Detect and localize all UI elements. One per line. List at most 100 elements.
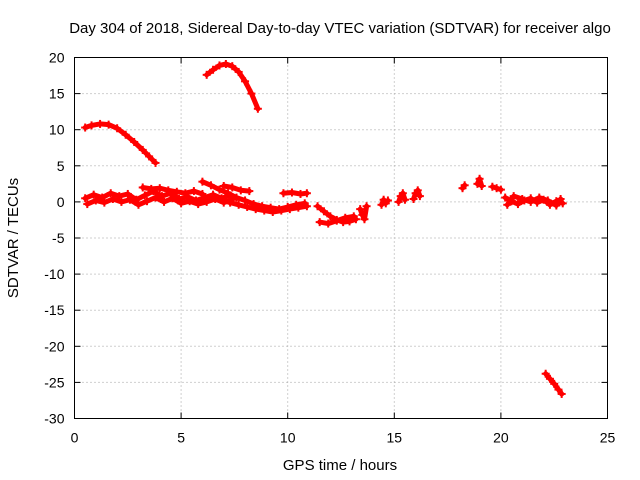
data-point [121, 130, 130, 139]
data-point [294, 203, 303, 212]
data-point [151, 193, 160, 202]
x-axis-label: GPS time / hours [283, 457, 397, 474]
data-point [123, 189, 132, 198]
data-point [285, 205, 294, 214]
data-point [326, 212, 335, 221]
data-point [91, 196, 100, 205]
data-point [106, 189, 115, 198]
y-tick-label: -15 [44, 302, 64, 318]
data-point [226, 198, 235, 207]
data-point [358, 210, 367, 219]
y-tick-label: -25 [44, 374, 64, 390]
data-point [398, 189, 407, 198]
series-trace [379, 197, 391, 208]
data-point [177, 199, 186, 208]
data-point [198, 189, 207, 198]
series-cluster-18.2 [458, 181, 469, 193]
data-point [400, 195, 409, 204]
data-point [251, 205, 260, 214]
data-point [104, 120, 113, 129]
series-band-main-b [83, 193, 237, 209]
y-tick-label: 20 [49, 50, 65, 66]
axes: 0 5 10 15 20 25 -30 -25 -20 -15 -10 -5 0 5 10 15 20 [44, 50, 615, 446]
data-point [552, 201, 561, 210]
y-tick-label: -10 [44, 266, 64, 282]
series-cluster-16 [409, 186, 424, 204]
data-point [100, 198, 109, 207]
y-tick-label: -30 [44, 411, 64, 427]
data-point [496, 185, 505, 194]
data-point [147, 184, 156, 193]
data-point [556, 195, 565, 204]
grid [74, 57, 608, 419]
data-point [160, 197, 169, 206]
data-point [557, 389, 566, 398]
data-point [302, 189, 311, 198]
data-point [224, 189, 233, 198]
data-point [277, 206, 286, 215]
data-point [360, 215, 369, 224]
data-point [535, 193, 544, 202]
data-point [503, 200, 512, 209]
series-band-mid-c [219, 182, 254, 196]
data-point [319, 207, 328, 216]
data-point [313, 202, 322, 211]
data-points [81, 59, 567, 398]
y-tick-label: 0 [57, 194, 65, 210]
data-point [206, 181, 215, 190]
data-point [241, 196, 250, 205]
data-point [185, 197, 194, 206]
data-point [142, 197, 151, 206]
x-tick-label: 5 [177, 430, 185, 446]
series-arc-high-1 [81, 119, 160, 167]
data-point [117, 197, 126, 206]
data-point [215, 185, 224, 194]
data-point [518, 195, 527, 204]
series-band-mid-a [198, 177, 309, 214]
data-point [332, 216, 341, 225]
data-point [554, 385, 563, 394]
data-point [138, 145, 147, 154]
series-arc-high-2 [202, 59, 262, 113]
data-point [83, 200, 92, 209]
data-point [181, 189, 190, 198]
y-axis-label: SDTVAR / TECUs [5, 178, 22, 298]
series-cluster-19 [473, 174, 486, 191]
data-point [315, 218, 324, 227]
series-trace [82, 121, 158, 166]
series-band-low-b [315, 212, 358, 228]
data-point [245, 187, 254, 196]
y-tick-label: 5 [57, 158, 65, 174]
data-point [460, 181, 469, 190]
data-point [324, 219, 333, 228]
data-point [209, 192, 218, 201]
data-point [509, 192, 518, 201]
series-band-right-b [503, 192, 565, 210]
series-cluster-13.5 [356, 202, 371, 224]
series-band-mid-b [209, 192, 311, 217]
data-point [409, 195, 418, 204]
series-trace [357, 203, 370, 222]
data-point [125, 195, 134, 204]
data-point [513, 200, 522, 209]
series-band-main-c [138, 183, 207, 198]
data-point [228, 183, 237, 192]
data-point [545, 374, 554, 383]
data-point [413, 186, 422, 195]
data-point [209, 65, 218, 74]
data-point [349, 212, 358, 221]
plot-frame [74, 57, 608, 419]
data-point [268, 208, 277, 217]
data-point [198, 177, 207, 186]
y-tick-label: 15 [49, 86, 65, 102]
data-point [526, 197, 535, 206]
data-point [134, 200, 143, 209]
chart-title: Day 304 of 2018, Sidereal Day-to-day VTE… [69, 20, 611, 37]
data-point [81, 123, 90, 132]
data-point [96, 119, 105, 128]
series-band-mid-d [279, 188, 311, 198]
data-point [164, 186, 173, 195]
series-trace [221, 183, 252, 194]
data-point [221, 59, 230, 68]
